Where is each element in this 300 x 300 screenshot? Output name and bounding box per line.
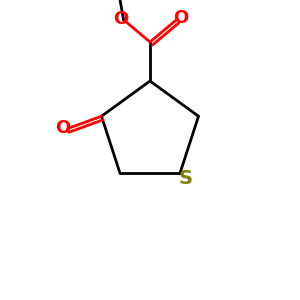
Text: O: O bbox=[173, 9, 189, 27]
Text: S: S bbox=[178, 169, 192, 188]
Text: O: O bbox=[55, 119, 70, 137]
Text: O: O bbox=[113, 10, 129, 28]
